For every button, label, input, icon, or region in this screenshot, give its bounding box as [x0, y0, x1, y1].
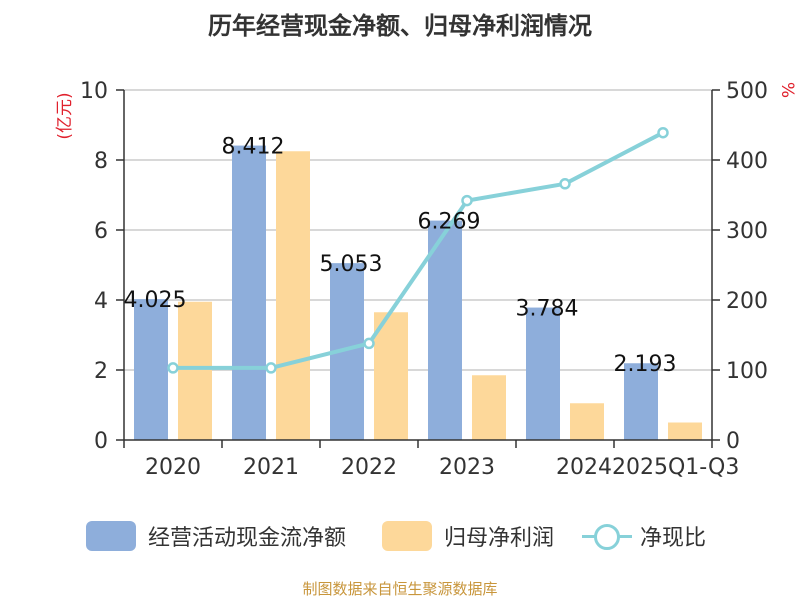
ratio-point	[657, 126, 669, 139]
legend-label-cash-flow: 经营活动现金流净额	[148, 526, 347, 551]
y-right-tick-label: 500	[726, 79, 768, 104]
ratio-point	[265, 362, 277, 374]
y-right-tick-label: 300	[726, 219, 768, 244]
ratio-point	[461, 194, 473, 207]
legend-swatch-cash-flow	[86, 521, 136, 551]
x-tick-label: 2022	[341, 455, 397, 480]
x-tick-label: 2020	[145, 455, 201, 480]
y-left-tick-label: 10	[80, 79, 108, 104]
ratio-point	[167, 362, 179, 374]
bar-cash-flow	[624, 363, 658, 440]
legend-swatch-net-profit	[382, 521, 432, 551]
legend-line-marker-icon	[582, 521, 632, 551]
data-label-cash-flow: 8.412	[222, 135, 285, 160]
legend-item-net-profit[interactable]: 归母净利润	[382, 516, 554, 556]
source-note: 制图数据来自恒生聚源数据库	[302, 580, 498, 598]
y-left-tick-label: 2	[94, 359, 108, 384]
y-left-tick-label: 4	[94, 289, 108, 314]
y-right-unit: %	[777, 82, 797, 98]
data-label-cash-flow: 3.784	[516, 297, 579, 322]
ratio-point	[559, 178, 571, 190]
x-tick-label: 2025Q1-Q3	[612, 455, 739, 480]
data-label-cash-flow: 4.025	[124, 288, 187, 313]
y-left-tick-label: 8	[94, 149, 108, 174]
bar-net-profit	[570, 403, 604, 440]
y-right-tick-label: 100	[726, 359, 768, 384]
y-right-tick-label: 200	[726, 289, 768, 314]
y-left-tick-label: 0	[94, 429, 108, 454]
bar-net-profit	[276, 151, 310, 440]
x-tick-label: 2021	[243, 455, 299, 480]
data-label-cash-flow: 5.053	[320, 252, 383, 277]
bar-net-profit	[472, 375, 506, 440]
ratio-point	[363, 337, 375, 350]
data-label-cash-flow: 6.269	[418, 210, 481, 235]
x-tick-label: 2023	[439, 455, 495, 480]
y-right-tick-label: 400	[726, 149, 768, 174]
bar-cash-flow	[134, 299, 168, 440]
bar-cash-flow	[428, 220, 462, 440]
legend-label-net-profit: 归母净利润	[444, 526, 555, 551]
ratio-line	[173, 130, 664, 370]
legend-label-ratio: 净现比	[640, 526, 707, 551]
y-right-tick-label: 0	[726, 429, 740, 454]
legend-item-cash-flow[interactable]: 经营活动现金流净额	[86, 516, 346, 556]
bar-net-profit	[668, 422, 702, 440]
y-left-unit: (亿元)	[55, 92, 75, 139]
legend: 经营活动现金流净额 归母净利润 净现比	[0, 516, 800, 556]
bar-net-profit	[374, 312, 408, 440]
bar-cash-flow	[526, 307, 560, 440]
x-tick-label: 2024	[556, 455, 612, 480]
bar-cash-flow	[232, 145, 266, 440]
legend-item-ratio[interactable]: 净现比	[582, 516, 706, 556]
data-label-cash-flow: 2.193	[614, 352, 677, 377]
chart-title: 历年经营现金净额、归母净利润情况	[208, 12, 592, 40]
bar-net-profit	[178, 301, 212, 440]
y-left-tick-label: 6	[94, 219, 108, 244]
